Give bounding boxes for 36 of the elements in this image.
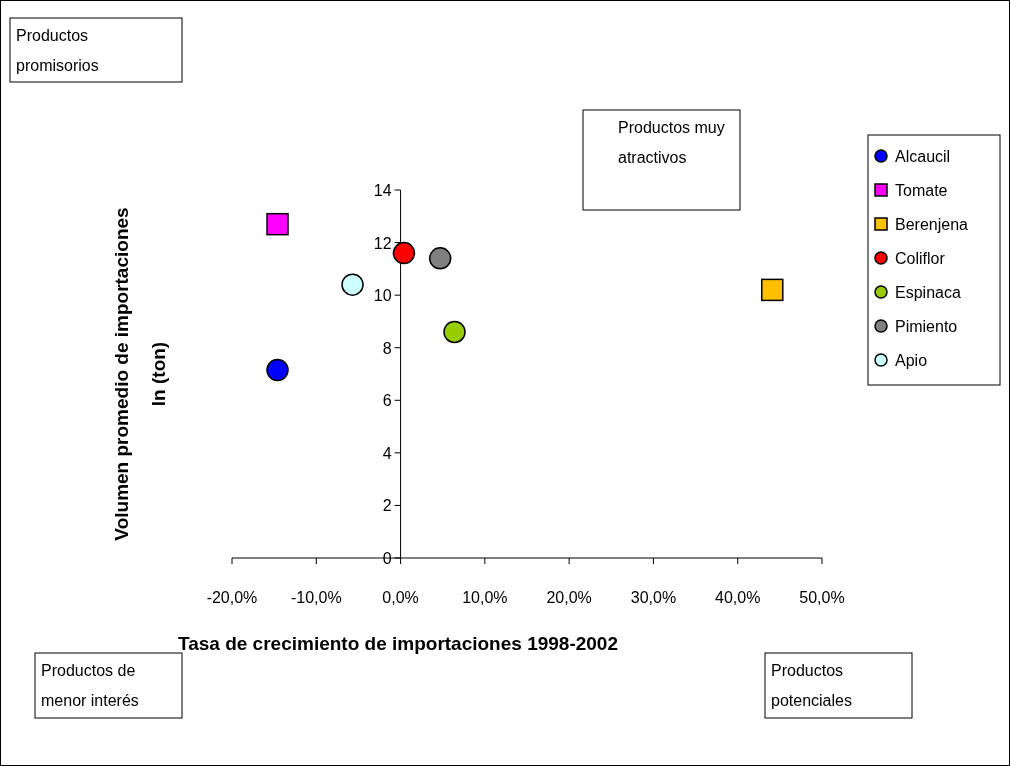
- legend-label: Pimiento: [895, 318, 958, 335]
- x-tick-label: 40,0%: [715, 589, 761, 606]
- y-tick-label: 2: [382, 497, 392, 515]
- point: [266, 212, 289, 236]
- point: [266, 358, 289, 382]
- legend-label: Alcaucil: [895, 148, 951, 165]
- text: Productos muy atractivos: [618, 119, 725, 166]
- point: [761, 278, 784, 302]
- x-tick-label: 10,0%: [462, 589, 508, 606]
- y-axis-title: Volumen promedio de importaciones ln (ton): [111, 207, 169, 541]
- legend-label: Tomate: [895, 182, 948, 199]
- y-tick-label: 10: [373, 287, 392, 305]
- legend-label: Coliflor: [895, 250, 946, 267]
- y-tick-label: 0: [382, 550, 392, 567]
- x-tick-label: -10,0%: [290, 589, 342, 606]
- y-tick-label: 14: [373, 182, 392, 199]
- x-tick-label: 0,0%: [382, 589, 419, 606]
- x-tick-label: 50,0%: [799, 589, 845, 606]
- point: [392, 241, 416, 265]
- x-tick-label: 20,0%: [546, 589, 592, 606]
- legend-label: Espinaca: [895, 284, 961, 301]
- point: [443, 320, 466, 344]
- point: [428, 247, 452, 270]
- x-axis-title: Tasa de crecimiento de importaciones 1998-2002: [177, 633, 619, 654]
- legend-label: Berenjena: [895, 216, 969, 233]
- x-tick-label: -20,0%: [206, 589, 258, 606]
- legend-label: Apio: [895, 352, 928, 369]
- point: [341, 273, 364, 296]
- y-tick-label: 8: [382, 339, 392, 357]
- y-tick-label: 12: [373, 234, 392, 252]
- y-tick-label: 4: [382, 444, 392, 462]
- text: Productos de menor interés: [41, 662, 139, 709]
- x-tick-label: 30,0%: [630, 589, 677, 606]
- y-tick-label: 6: [382, 392, 392, 410]
- text: Productos potenciales: [771, 662, 852, 709]
- text: Productos promisorios: [16, 27, 99, 74]
